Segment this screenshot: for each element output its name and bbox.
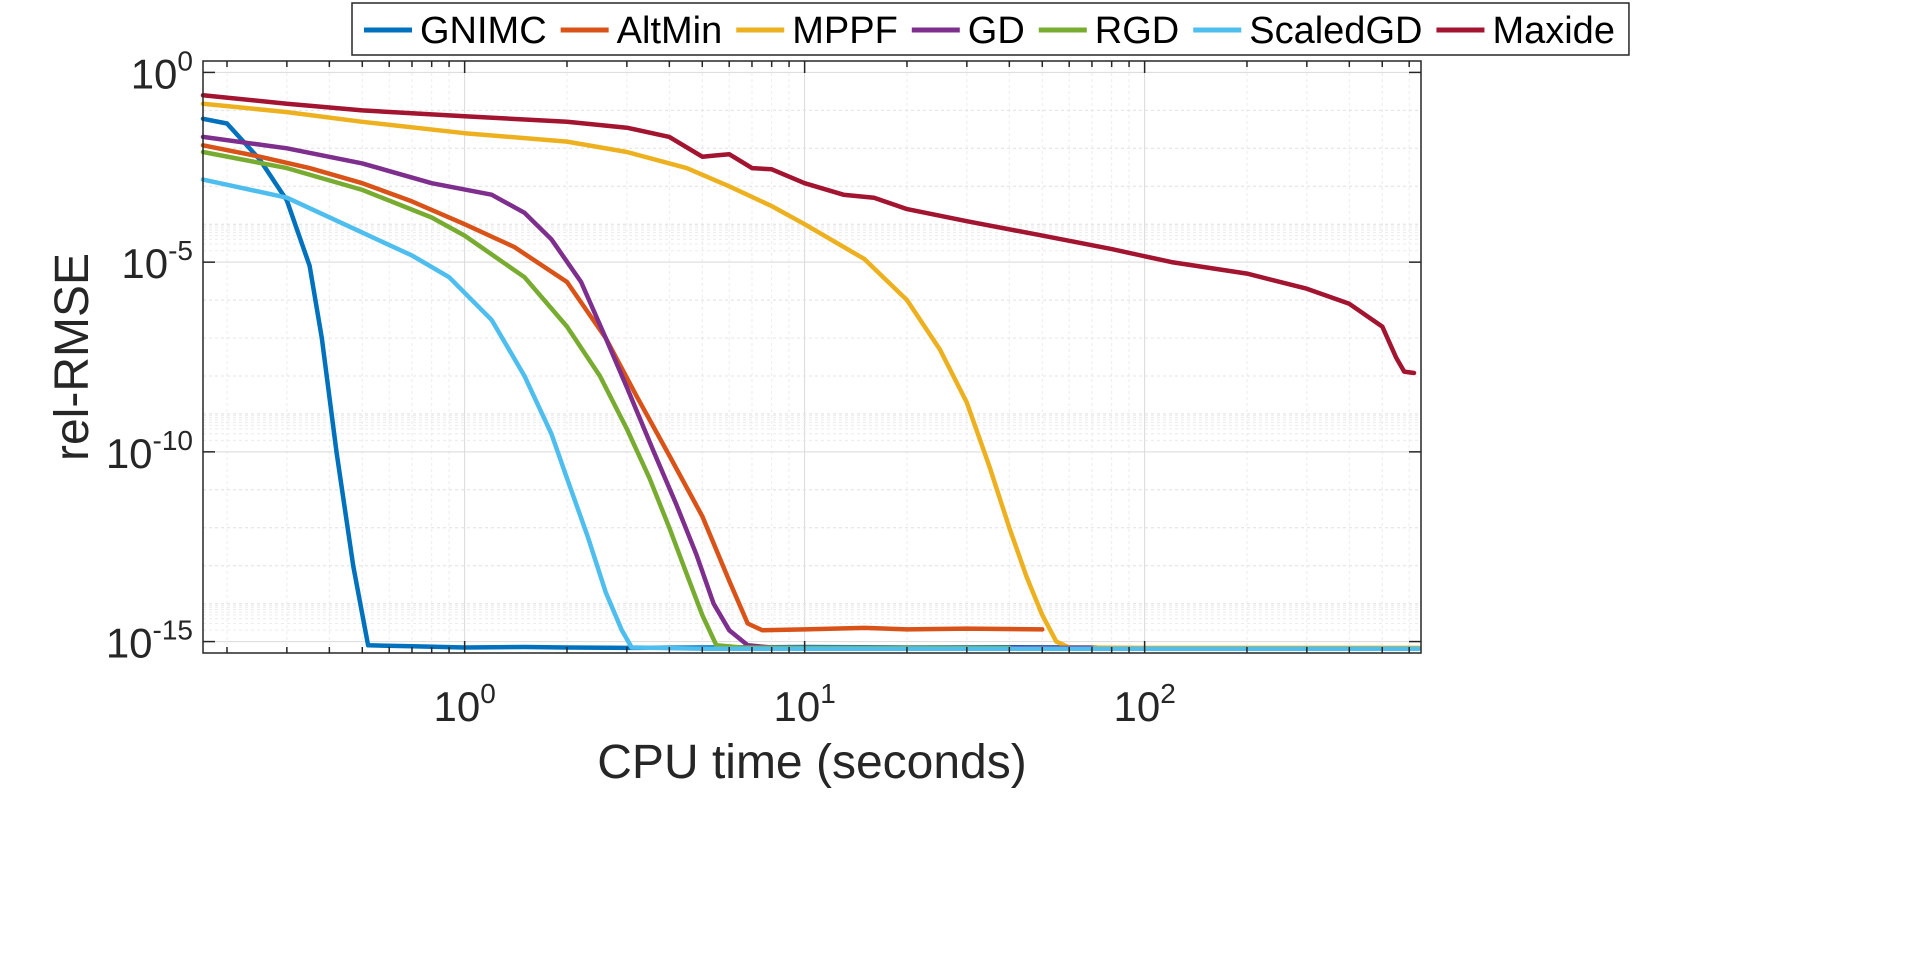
x-tick-label: 102 bbox=[1113, 678, 1175, 730]
x-axis-label: CPU time (seconds) bbox=[597, 736, 1026, 789]
y-tick-label: 100 bbox=[131, 45, 193, 97]
x-tick-exponent: 1 bbox=[820, 678, 836, 709]
y-tick-label: 10-5 bbox=[121, 235, 193, 287]
legend-label-maxide: Maxide bbox=[1492, 10, 1615, 52]
y-tick-exponent: -15 bbox=[153, 615, 193, 646]
legend-label-gd: GD bbox=[968, 10, 1025, 52]
y-tick-exponent: 0 bbox=[177, 45, 193, 76]
series-group bbox=[200, 93, 1421, 651]
legend-label-altmin: AltMin bbox=[617, 10, 723, 52]
series-line-scaledgd bbox=[200, 177, 1421, 651]
legend-label-rgd: RGD bbox=[1095, 10, 1179, 52]
y-tick-base: 10 bbox=[106, 620, 153, 667]
y-tick-label: 10-10 bbox=[106, 425, 193, 477]
y-tick-base: 10 bbox=[131, 50, 178, 97]
y-tick-exponent: -10 bbox=[153, 425, 193, 456]
y-tick-base: 10 bbox=[121, 240, 168, 287]
legend-label-scaledgd: ScaledGD bbox=[1249, 10, 1422, 52]
grid bbox=[203, 60, 1421, 653]
x-tick-base: 10 bbox=[1113, 683, 1160, 730]
y-tick-label: 10-15 bbox=[106, 615, 193, 667]
x-tick-exponent: 2 bbox=[1160, 678, 1176, 709]
series-line-altmin bbox=[200, 143, 1045, 633]
series-line-maxide bbox=[200, 93, 1417, 376]
y-tick-exponent: -5 bbox=[168, 235, 193, 266]
legend: GNIMC AltMin MPPF GD RGD ScaledGD Maxide bbox=[351, 2, 1630, 56]
x-tick-label: 101 bbox=[773, 678, 835, 730]
y-axis-label: rel-RMSE bbox=[46, 253, 99, 461]
x-tick-base: 10 bbox=[433, 683, 480, 730]
x-tick-base: 10 bbox=[773, 683, 820, 730]
y-tick-base: 10 bbox=[106, 430, 153, 477]
legend-label-mppf: MPPF bbox=[792, 10, 898, 52]
axes-box bbox=[202, 60, 1422, 654]
x-tick-exponent: 0 bbox=[480, 678, 496, 709]
legend-label-gnimc: GNIMC bbox=[420, 10, 547, 52]
x-tick-label: 100 bbox=[433, 678, 495, 730]
